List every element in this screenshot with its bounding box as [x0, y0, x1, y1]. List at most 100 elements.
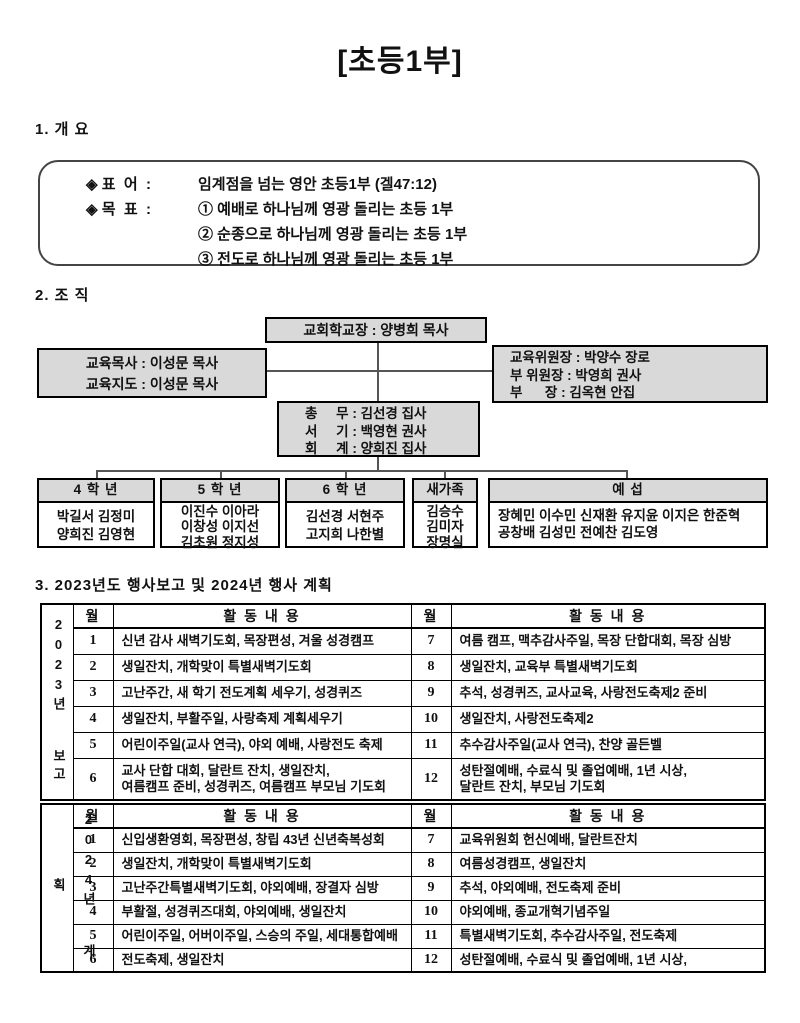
stub-grade5	[220, 470, 222, 478]
events-heading: 3. 2023년도 행사보고 및 2024년 행사 계획	[35, 577, 333, 594]
group-members: 장혜민 이수민 신재환 유지윤 이지은 한준혁 공창배 김성민 전예찬 김도영	[490, 503, 766, 541]
activity-cell: 교육위원회 헌신예배, 달란트잔치	[450, 827, 766, 853]
activity-cell: 신년 감사 새벽기도회, 목장편성, 겨울 성경캠프	[112, 627, 412, 655]
staff-line-3: 회 계 : 양희진 집사	[305, 441, 427, 456]
group-box-newfamily: 새가족 김승수 김미자 장명실	[412, 478, 478, 550]
motto-label: ◈ 표 어 :	[86, 176, 156, 193]
activity-cell: 야외예배, 종교개혁기념주일	[450, 899, 766, 925]
col-header-month: 월	[72, 803, 114, 829]
org-box-pastor: 교육목사 : 이성문 목사 교육지도 : 이성문 목사	[37, 348, 267, 398]
motto-text: 임계점을 넘는 영안 초등1부 (겔47:12)	[198, 176, 437, 193]
committee-line-1: 교육위원장 : 박양수 장로	[510, 350, 650, 365]
goal-1: ① 예배로 하나님께 영광 돌리는 초등 1부	[198, 201, 454, 218]
col-header-activity: 활 동 내 용	[112, 803, 412, 829]
org-chart: 교회학교장 : 양병희 목사 교육목사 : 이성문 목사 교육지도 : 이성문 …	[0, 310, 800, 555]
group-header: 6 학 년	[287, 480, 403, 503]
month-cell: 3	[72, 679, 114, 707]
month-cell: 12	[410, 757, 452, 801]
stub-yesub	[626, 470, 628, 478]
table-row: 1 신년 감사 새벽기도회, 목장편성, 겨울 성경캠프 7 여름 캠프, 맥추…	[41, 627, 766, 655]
group-header: 예 섭	[490, 480, 766, 503]
year-label: 2023년 보고	[51, 616, 66, 785]
table-row: 5 어린이주일, 어버이주일, 스승의 주일, 세대통합예배 11 특별새벽기도…	[41, 923, 766, 949]
table-row: 4 생일잔치, 부활주일, 사랑축제 계획세우기 10 생일잔치, 사랑전도축제…	[41, 705, 766, 733]
activity-cell: 여름 캠프, 맥추감사주일, 목장 단합대회, 목장 심방	[450, 627, 766, 655]
activity-cell: 추석, 야외예배, 전도축제 준비	[450, 875, 766, 901]
group-members: 박길서 김정미 양희진 김영현	[39, 503, 153, 544]
month-cell: 8	[410, 851, 452, 877]
table-row: 4 부활절, 성경퀴즈대회, 야외예배, 생일잔치 10 야외예배, 종교개혁기…	[41, 899, 766, 925]
member-line: 양희진 김영현	[56, 527, 136, 542]
month-cell: 12	[410, 947, 452, 973]
events-table-2023: 2023년 보고 월 활 동 내 용 월 활 동 내 용 1 신년 감사 새벽기…	[40, 603, 766, 801]
member-line: 이진수 이아라	[180, 504, 260, 519]
col-header-month: 월	[410, 803, 452, 829]
group-header: 새가족	[414, 480, 476, 503]
group-box-grade4: 4 학 년 박길서 김정미 양희진 김영현	[37, 478, 155, 548]
month-cell: 9	[410, 679, 452, 707]
activity-cell: 추수감사주일(교사 연극), 찬양 골든벨	[450, 731, 766, 759]
activity-cell: 성탄절예배, 수료식 및 졸업예배, 1년 시상,	[450, 947, 766, 973]
activity-cell: 추석, 성경퀴즈, 교사교육, 사랑전도축제2 준비	[450, 679, 766, 707]
activity-cell: 전도축제, 생일잔치	[112, 947, 412, 973]
year-label: 2024년 계획	[51, 811, 96, 962]
group-box-grade6: 6 학 년 김선경 서현주 고지희 나한별	[285, 478, 405, 548]
org-box-staff: 총 무 : 김선경 집사 서 기 : 백영현 권사 회 계 : 양희진 집사	[277, 401, 480, 457]
table-row: 3 고난주간특별새벽기도회, 야외예배, 장결자 심방 9 추석, 야외예배, …	[41, 875, 766, 901]
principal-text: 교회학교장 : 양병희 목사	[303, 322, 449, 338]
month-cell: 10	[410, 705, 452, 733]
pastor-line-1: 교육목사 : 이성문 목사	[85, 355, 219, 371]
month-cell: 5	[72, 731, 114, 759]
member-line: 이창성 이지선	[180, 519, 260, 535]
month-cell: 2	[72, 653, 114, 681]
month-cell: 10	[410, 899, 452, 925]
events-table-2024: 2024년 계획 월 활 동 내 용 월 활 동 내 용 1 신입생환영회, 목…	[40, 803, 766, 973]
member-line: 장혜민 이수민 신재환 유지윤 이지은 한준혁	[498, 508, 741, 523]
goal-row: ◈ 목 표 : ① 예배로 하나님께 영광 돌리는 초등 1부 ② 순종으로 하…	[86, 197, 758, 272]
goal-2: ② 순종으로 하나님께 영광 돌리는 초등 1부	[198, 226, 468, 243]
pastor-line-2: 교육지도 : 이성문 목사	[85, 376, 219, 392]
table-row: 3 고난주간, 새 학기 전도계획 세우기, 성경퀴즈 9 추석, 성경퀴즈, …	[41, 679, 766, 707]
staff-line-2: 서 기 : 백영현 권사	[305, 423, 427, 439]
activity-cell: 어린이주일, 어버이주일, 스승의 주일, 세대통합예배	[112, 923, 412, 949]
month-cell: 1	[72, 627, 114, 655]
col-header-activity: 활 동 내 용	[450, 803, 766, 829]
group-box-grade5: 5 학 년 이진수 이아라 이창성 이지선 김초원 정지성	[160, 478, 280, 550]
group-header: 5 학 년	[162, 480, 278, 503]
month-cell: 11	[410, 923, 452, 949]
member-line: 공창배 김성민 전예찬 김도영	[498, 525, 659, 540]
activity-cell: 생일잔치, 개학맞이 특별새벽기도회	[112, 653, 412, 681]
overview-box: ◈ 표 어 : 임계점을 넘는 영안 초등1부 (겔47:12) ◈ 목 표 :…	[38, 160, 760, 268]
month-cell: 4	[72, 899, 114, 925]
member-line: 장명실	[426, 534, 464, 550]
stub-grade4	[96, 470, 98, 478]
activity-cell: 생일잔치, 교육부 특별새벽기도회	[450, 653, 766, 681]
member-line: 김승수	[426, 504, 464, 519]
col-header-month: 월	[410, 603, 452, 629]
org-heading: 2. 조 직	[35, 287, 90, 304]
month-cell: 7	[410, 627, 452, 655]
col-header-activity: 활 동 내 용	[450, 603, 766, 629]
month-cell: 6	[72, 947, 114, 973]
activity-cell: 여름성경캠프, 생일잔치	[450, 851, 766, 877]
org-box-principal: 교회학교장 : 양병희 목사	[265, 317, 487, 343]
table-row: 6 전도축제, 생일잔치 12 성탄절예배, 수료식 및 졸업예배, 1년 시상…	[41, 947, 766, 973]
group-members: 김선경 서현주 고지희 나한별	[287, 503, 403, 544]
activity-cell: 교사 단합 대회, 달란트 잔치, 생일잔치, 여름캠프 준비, 성경퀴즈, 여…	[112, 757, 412, 801]
activity-cell: 생일잔치, 부활주일, 사랑축제 계획세우기	[112, 705, 412, 733]
group-members: 김승수 김미자 장명실	[414, 503, 476, 550]
table-row: 5 어린이주일(교사 연극), 야외 예배, 사랑전도 축제 11 추수감사주일…	[41, 731, 766, 759]
month-cell: 11	[410, 731, 452, 759]
activity-cell: 부활절, 성경퀴즈대회, 야외예배, 생일잔치	[112, 899, 412, 925]
activity-cell: 성탄절예배, 수료식 및 졸업예배, 1년 시상, 달란트 잔치, 부모님 기도…	[450, 757, 766, 801]
activity-cell: 생일잔치, 개학맞이 특별새벽기도회	[112, 851, 412, 877]
month-cell: 7	[410, 827, 452, 853]
month-cell: 4	[72, 705, 114, 733]
group-header: 4 학 년	[39, 480, 153, 503]
table-row: 2 생일잔치, 개학맞이 특별새벽기도회 8 여름성경캠프, 생일잔치	[41, 851, 766, 877]
table-row: 1 신입생환영회, 목장편성, 창립 43년 신년축복성회 7 교육위원회 헌신…	[41, 827, 766, 853]
member-line: 김초원 정지성	[180, 534, 260, 550]
month-cell: 6	[72, 757, 114, 801]
month-cell: 9	[410, 875, 452, 901]
committee-line-2: 부 위원장 : 박영희 권사	[510, 367, 642, 383]
